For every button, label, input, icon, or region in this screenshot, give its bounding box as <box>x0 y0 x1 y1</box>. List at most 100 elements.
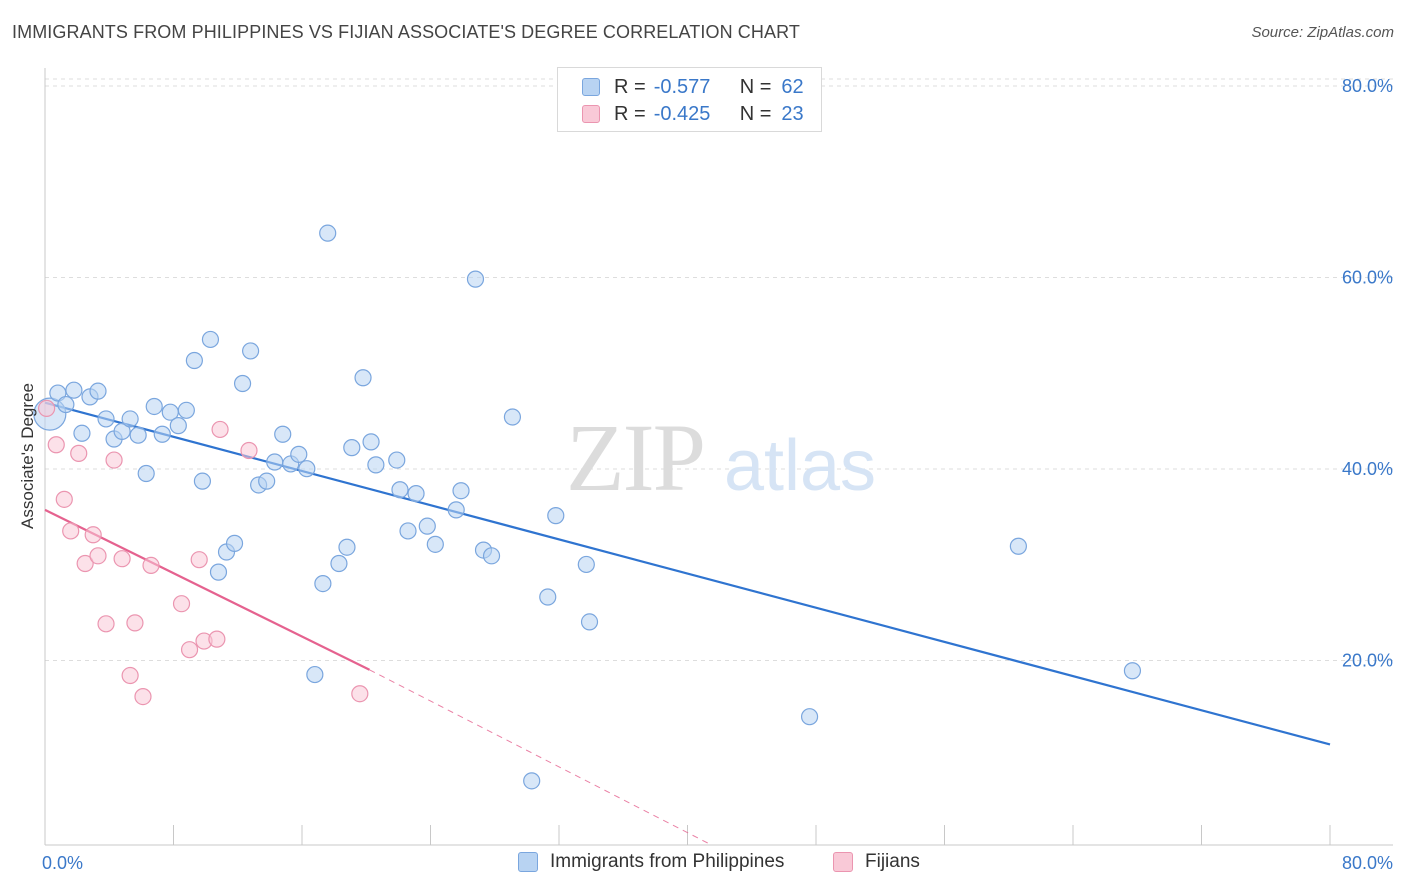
pink-point <box>113 550 131 568</box>
legend-n-label: N = <box>739 75 772 98</box>
axes <box>44 68 1393 846</box>
stats-legend: R = -0.577 N = 62 R = -0.425 N = 23 <box>557 67 822 132</box>
blue-point <box>242 342 260 360</box>
legend-n-value: 23 <box>781 102 804 125</box>
blue-point <box>169 417 187 435</box>
series-legend-fijians[interactable]: Fijians <box>833 851 920 873</box>
blue-point <box>298 460 316 478</box>
x-tick-label-min: 0.0% <box>42 853 83 873</box>
blue-point <box>209 563 228 581</box>
blue-point <box>258 472 276 490</box>
legend-swatch-blue <box>582 78 600 96</box>
series-label-philippines: Immigrants from Philippines <box>550 851 785 872</box>
blue-point <box>426 535 444 553</box>
pink-point <box>55 490 73 508</box>
pink-point <box>142 556 160 575</box>
blue-point <box>447 501 465 519</box>
blue-point <box>129 426 147 444</box>
pink-point <box>190 551 208 569</box>
blue-point <box>97 410 115 428</box>
x-tick-label-max: 80.0% <box>1342 853 1393 873</box>
source-label: Source: ZipAtlas.com <box>1251 24 1394 41</box>
blue-point <box>185 351 203 370</box>
gridlines <box>45 78 1393 661</box>
pink-point <box>208 630 226 648</box>
blue-point <box>503 408 522 426</box>
blue-point <box>418 517 436 535</box>
blue-point <box>399 522 417 540</box>
pink-point <box>240 441 258 460</box>
pink-trend-extension <box>369 669 712 846</box>
blue-point <box>407 484 425 503</box>
blue-point <box>274 425 292 443</box>
blue-point <box>145 397 163 416</box>
legend-row-philippines: R = -0.577 N = 62 <box>582 74 804 100</box>
blue-point <box>354 369 372 387</box>
series-swatch-pink <box>833 852 853 872</box>
blue-point <box>452 482 470 500</box>
pink-point <box>121 666 139 685</box>
blue-point <box>193 472 212 490</box>
blue-point <box>539 588 557 606</box>
blue-point <box>137 464 155 483</box>
pink-point <box>76 554 94 573</box>
blue-point <box>319 224 337 242</box>
blue-point <box>577 555 595 574</box>
blue-point <box>330 554 348 573</box>
blue-point <box>1123 662 1142 680</box>
tick-labels: 20.0% 40.0% 60.0% 80.0% 0.0% 80.0% <box>42 76 1393 873</box>
blue-point <box>153 425 171 443</box>
blue-point <box>1009 537 1027 555</box>
series-swatch-blue <box>518 852 538 872</box>
blue-point <box>388 451 406 469</box>
blue-point <box>367 456 385 474</box>
y-tick-label: 40.0% <box>1342 459 1393 479</box>
pink-point <box>97 615 115 633</box>
chart-title: IMMIGRANTS FROM PHILIPPINES VS FIJIAN AS… <box>12 22 800 42</box>
blue-point <box>266 453 284 471</box>
pink-point <box>211 420 229 439</box>
series-label-fijians: Fijians <box>865 851 920 872</box>
blue-point <box>338 538 356 556</box>
blue-point <box>201 330 220 349</box>
blue-point <box>65 381 83 399</box>
blue-point <box>290 445 308 463</box>
legend-r-value: -0.577 <box>653 75 711 98</box>
pink-point <box>84 526 102 544</box>
blue-point <box>362 433 380 451</box>
y-tick-label: 80.0% <box>1342 76 1393 96</box>
series-legend-philippines[interactable]: Immigrants from Philippines <box>518 851 784 873</box>
pink-point <box>351 685 369 703</box>
blue-point <box>177 401 195 419</box>
legend-r-value: -0.425 <box>653 102 711 125</box>
blue-point <box>343 439 361 457</box>
blue-trend-line <box>44 401 1331 746</box>
blue-point <box>314 575 332 593</box>
legend-row-fijians: R = -0.425 N = 23 <box>582 101 804 127</box>
pink-point <box>70 444 88 462</box>
legend-n-value: 62 <box>781 75 804 98</box>
pink-point <box>172 595 191 613</box>
blue-point <box>225 534 244 552</box>
pink-point <box>89 547 107 565</box>
legend-n-label: N = <box>739 102 772 125</box>
watermark-atlas: atlas <box>724 426 876 506</box>
blue-point <box>580 613 599 631</box>
series-legend: Immigrants from Philippines Fijians <box>0 851 1406 877</box>
blue-point <box>233 374 252 393</box>
blue-point <box>547 507 565 525</box>
data-points <box>33 224 1142 790</box>
pink-point <box>180 641 199 659</box>
pink-point <box>134 687 152 706</box>
blue-point <box>466 270 485 288</box>
pink-point <box>47 436 65 454</box>
blue-point <box>800 708 819 726</box>
pink-point <box>105 451 123 469</box>
pink-point <box>38 399 56 417</box>
blue-point <box>57 395 75 414</box>
y-tick-label: 20.0% <box>1342 651 1393 671</box>
watermark: ZIP atlas <box>566 404 876 511</box>
legend-r-label: R = <box>614 102 646 125</box>
blue-point <box>73 424 91 442</box>
